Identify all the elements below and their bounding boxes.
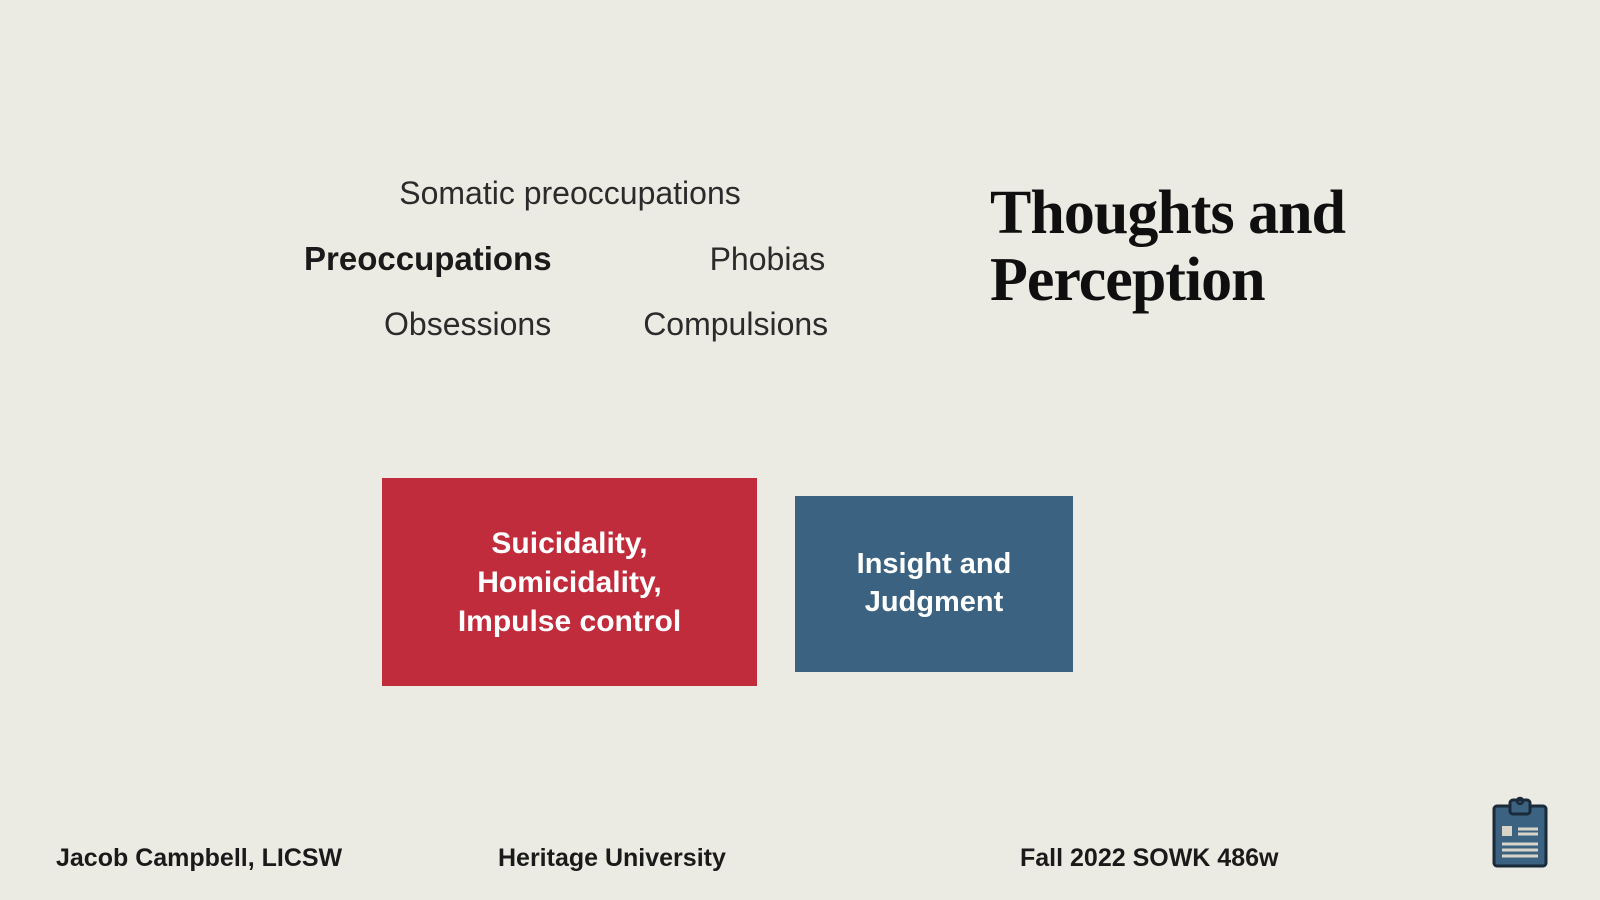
concept-somatic: Somatic preoccupations [290,175,850,212]
clipboard-icon [1488,796,1552,870]
box-blue-line1: Insight and [857,548,1012,580]
title-line2: Perception [990,246,1265,314]
box-insight: Insight and Judgment [795,496,1073,672]
concept-preoccupations: Preoccupations [304,240,552,278]
concept-phobias: Phobias [710,241,826,278]
concept-row2: Preoccupations Phobias [290,240,850,278]
footer-institution: Heritage University [498,844,726,873]
slide-title: Thoughts and Perception [990,180,1345,314]
box-red-line2: Impulse control [458,605,681,638]
concept-cluster: Somatic preoccupations Preoccupations Ph… [290,175,850,343]
box-red-line1: Suicidality, Homicidality, [477,527,661,599]
box-blue-line2: Judgment [865,586,1004,618]
concept-row3: Obsessions Compulsions [290,306,850,343]
concept-obsessions: Obsessions [384,306,551,343]
footer-author: Jacob Campbell, LICSW [56,844,342,873]
concept-compulsions: Compulsions [643,306,828,343]
footer-course: Fall 2022 SOWK 486w [1020,844,1278,873]
box-suicidality: Suicidality, Homicidality, Impulse contr… [382,478,757,686]
title-line1: Thoughts and [990,179,1345,247]
